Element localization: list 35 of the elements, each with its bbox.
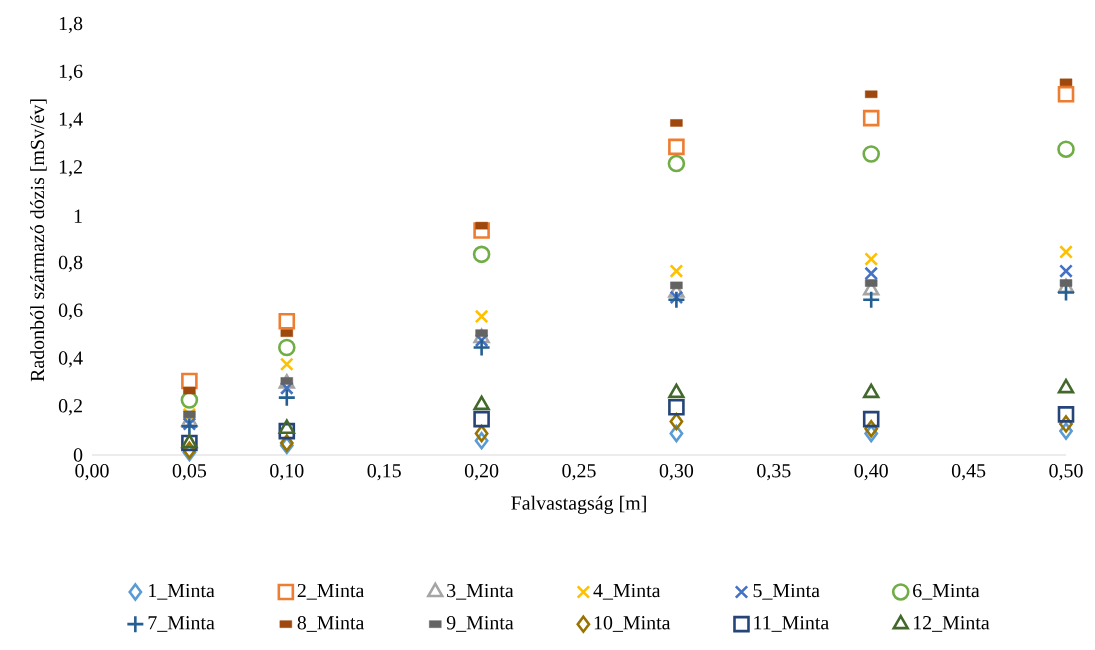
y-axis-title: Radonból származó dózis [mSv/év]	[30, 99, 47, 382]
x-axis-title: Falvastagság [m]	[511, 495, 646, 514]
legend-label: 4_Minta	[593, 583, 661, 600]
legend-label: 6_Minta	[913, 583, 980, 600]
legend-label: 7_Minta	[148, 616, 215, 632]
x-tick-label: 0,15	[367, 463, 401, 481]
x-tick-label: 0,30	[659, 463, 694, 481]
y-tick-label: 1,6	[59, 64, 83, 81]
x-tick-label: 0,00	[75, 463, 109, 481]
x-tick-label: 0,40	[854, 463, 888, 481]
legend-label: 8_Minta	[297, 616, 365, 632]
y-tick-label: 1	[74, 209, 82, 223]
legend-label: 9_Minta	[446, 616, 514, 632]
legend-label: 5_Minta	[753, 583, 820, 600]
y-tick-label: 0,6	[58, 303, 83, 320]
x-tick-label: 0,10	[270, 463, 304, 481]
x-tick-label: 0,35	[757, 463, 791, 481]
y-tick-label: 1,8	[59, 16, 83, 34]
x-tick-label: 0,50	[1049, 463, 1083, 481]
y-tick-label: 0	[73, 448, 83, 462]
legend-label: 10_Minta	[594, 616, 671, 632]
y-tick-label: 0,4	[58, 351, 83, 368]
y-tick-label: 0,8	[58, 255, 83, 273]
x-tick-label: 0,20	[464, 463, 499, 481]
y-tick-label: 1,4	[59, 112, 83, 129]
x-tick-label: 0,45	[951, 463, 986, 481]
legend-label: 11_Minta	[754, 616, 829, 632]
legend-label: 1_Minta	[149, 583, 215, 600]
x-tick-label: 0,25	[562, 463, 596, 481]
y-tick-label: 1,2	[59, 160, 82, 177]
x-tick-label: 0,05	[172, 463, 207, 481]
y-tick-label: 0,2	[58, 399, 82, 416]
legend-label: 2_Minta	[297, 583, 365, 600]
legend-label: 12_Minta	[913, 616, 990, 632]
legend-label: 3_Minta	[447, 583, 514, 600]
